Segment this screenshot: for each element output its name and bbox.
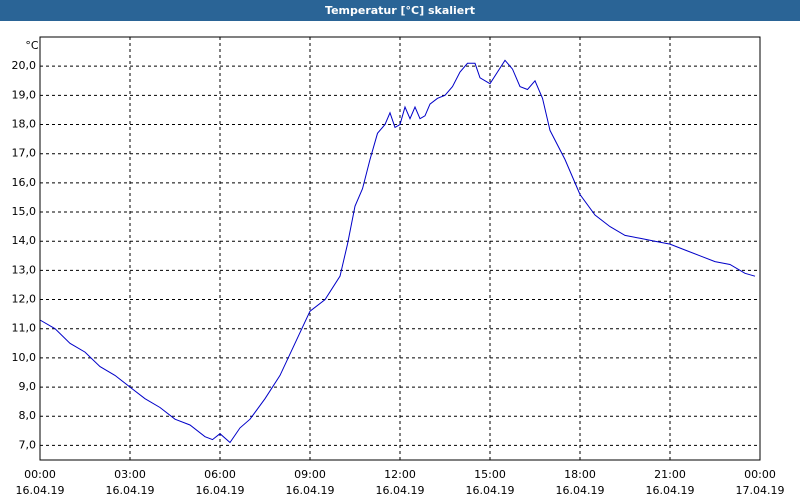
x-tick-date: 16.04.19 [16, 484, 65, 497]
y-tick-label: 13,0 [12, 263, 37, 276]
data-line [39, 59, 756, 444]
x-tick-date: 17.04.19 [736, 484, 785, 497]
y-tick-label: 15,0 [12, 205, 37, 218]
x-tick-time: 12:00 [384, 468, 416, 481]
y-tick-label: 19,0 [12, 88, 37, 101]
y-tick-label: 9,0 [19, 380, 37, 393]
title-bar [0, 0, 800, 21]
y-tick-label: 10,0 [12, 351, 37, 364]
x-tick-date: 16.04.19 [106, 484, 155, 497]
x-tick-date: 16.04.19 [376, 484, 425, 497]
plot: 7,0 8,0 9,0 10,0 11,0 12,0 13,0 14,0 15,0 16,0 17,… [12, 37, 785, 497]
y-tick-label: 18,0 [12, 118, 37, 131]
x-tick-time: 15:00 [474, 468, 506, 481]
x-tick-time: 06:00 [204, 468, 236, 481]
y-tick-label: 17,0 [12, 147, 37, 160]
x-tick-time: 09:00 [294, 468, 326, 481]
y-tick-label: 11,0 [12, 322, 37, 335]
chart-title: Temperatur [°C] skaliert [325, 4, 475, 17]
x-tick-time: 21:00 [654, 468, 686, 481]
x-tick-time: 03:00 [114, 468, 146, 481]
x-tick-date: 16.04.19 [286, 484, 335, 497]
x-tick-date: 16.04.19 [646, 484, 695, 497]
y-unit: °C [25, 39, 39, 52]
y-tick-label: 7,0 [19, 438, 37, 451]
y-tick-label: 8,0 [19, 409, 37, 422]
x-tick-time: 00:00 [24, 468, 56, 481]
plot-frame [39, 36, 761, 461]
y-tick-label: 14,0 [12, 234, 37, 247]
x-tick-time: 00:00 [744, 468, 776, 481]
x-tick-date: 16.04.19 [466, 484, 515, 497]
x-tick-time: 18:00 [564, 468, 596, 481]
y-tick-label: 20,0 [12, 59, 37, 72]
x-tick-date: 16.04.19 [196, 484, 245, 497]
y-tick-label: 12,0 [12, 293, 37, 306]
y-tick-label: 16,0 [12, 176, 37, 189]
x-tick-date: 16.04.19 [556, 484, 605, 497]
